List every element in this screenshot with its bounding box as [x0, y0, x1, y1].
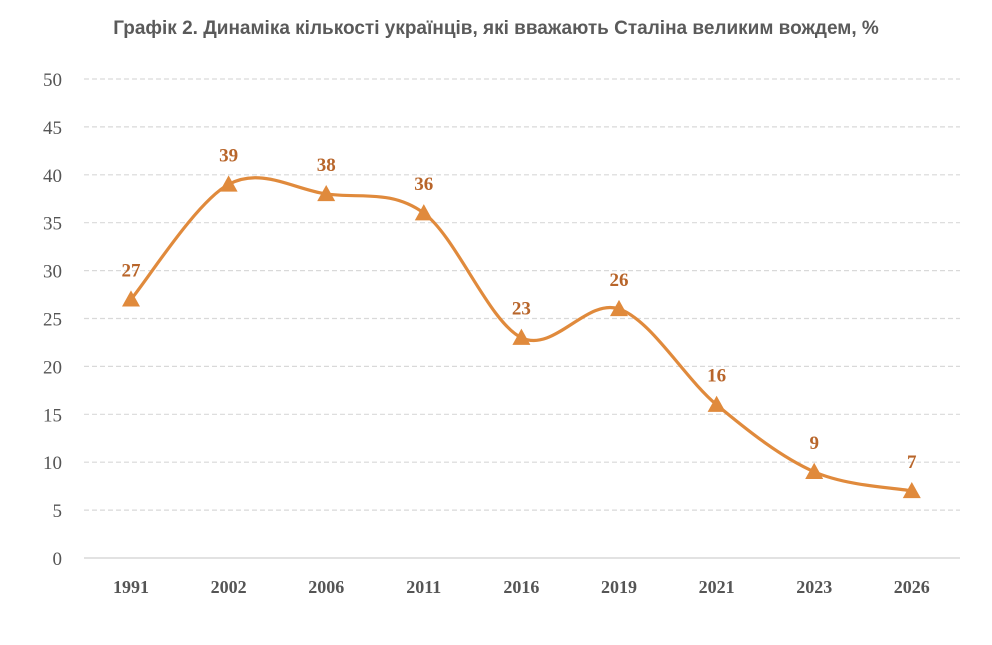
data-point-marker: [805, 462, 824, 479]
x-tick-label: 2023: [796, 577, 832, 597]
y-axis-ticks: 0 5 10 15 20 25 30 35 40 45 50: [43, 70, 62, 570]
x-tick-label: 2016: [503, 577, 539, 597]
data-point-marker: [122, 290, 140, 307]
data-label: 36: [414, 174, 433, 195]
data-label: 27: [122, 260, 142, 281]
y-tick-label: 35: [43, 214, 62, 235]
y-tick-label: 0: [53, 549, 63, 570]
data-point-marker: [317, 184, 336, 202]
data-point-marker: [414, 204, 433, 221]
data-label: 7: [907, 452, 917, 473]
y-tick-label: 50: [43, 70, 62, 91]
data-label: 26: [610, 270, 629, 291]
y-tick-label: 30: [43, 262, 62, 283]
y-tick-label: 40: [43, 166, 62, 187]
chart-title: Графік 2. Динаміка кількості українців, …: [113, 18, 879, 39]
y-tick-label: 25: [43, 310, 62, 331]
data-point-marker: [512, 328, 531, 345]
data-point-marker: [707, 395, 726, 412]
data-point-marker: [610, 299, 628, 317]
x-tick-label: 2006: [308, 577, 344, 597]
data-label: 39: [219, 145, 238, 166]
data-label: 23: [512, 299, 531, 320]
y-tick-label: 20: [43, 357, 62, 378]
x-tick-label: 2019: [601, 577, 637, 597]
y-tick-label: 45: [43, 118, 62, 139]
x-tick-label: 2026: [894, 577, 930, 597]
data-point-marker: [902, 481, 921, 499]
data-label: 9: [809, 433, 819, 454]
data-label: 16: [707, 366, 726, 387]
y-tick-label: 5: [53, 501, 63, 522]
x-tick-label: 2011: [406, 577, 441, 597]
data-label: 38: [317, 155, 336, 176]
x-tick-label: 2021: [699, 577, 735, 597]
gridlines: [84, 78, 960, 559]
x-axis-ticks: 1991 2002 2006 2011 2016 2019 2021 2023 2026: [113, 577, 930, 597]
data-labels: 27 39 38 36 23 26 16 9 7: [122, 145, 918, 473]
x-tick-label: 2002: [211, 577, 247, 597]
data-point-marker: [219, 175, 238, 192]
series-group: [122, 175, 921, 499]
y-tick-label: 10: [43, 453, 62, 474]
x-tick-label: 1991: [113, 577, 149, 597]
y-tick-label: 15: [43, 405, 62, 426]
